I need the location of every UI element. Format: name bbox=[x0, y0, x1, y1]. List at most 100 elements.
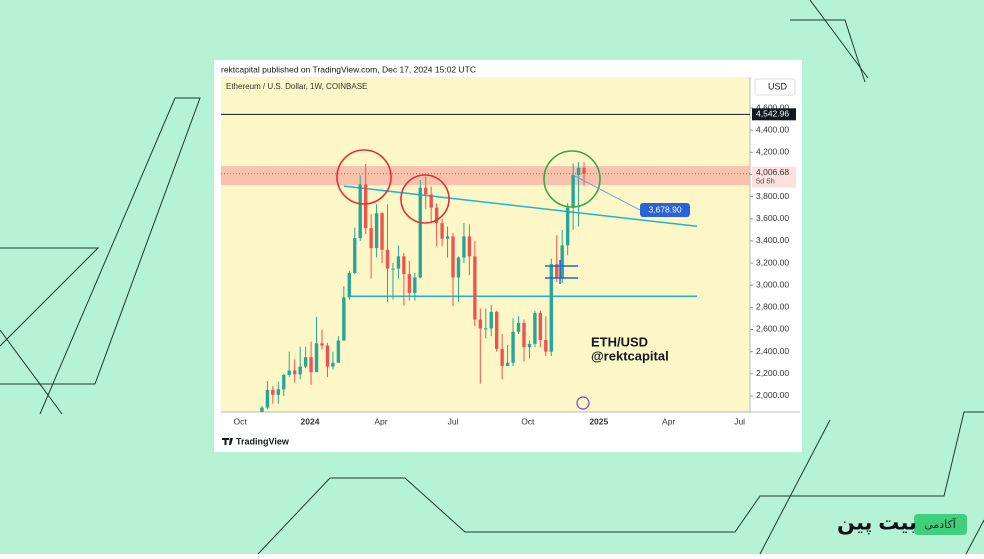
plot bbox=[221, 113, 750, 412]
candle-body bbox=[582, 167, 586, 174]
candle-body bbox=[282, 374, 286, 390]
candle-body bbox=[434, 207, 439, 224]
last-price-label: 4,006.68 bbox=[756, 167, 789, 177]
x-tick-label: Jul bbox=[448, 416, 459, 426]
y-tick-label: 2,200.00 bbox=[756, 368, 789, 378]
candle-body bbox=[544, 340, 548, 352]
hline-label-box bbox=[752, 108, 796, 121]
candle-body bbox=[478, 319, 483, 329]
last-price-box bbox=[752, 166, 796, 188]
candle-body bbox=[533, 312, 537, 344]
resistance-zone bbox=[221, 166, 750, 186]
candle-body bbox=[565, 207, 570, 246]
y-tick-label: 2,800.00 bbox=[756, 302, 789, 312]
candle-body bbox=[265, 389, 270, 408]
published: rektcapital published on TradingView.com… bbox=[221, 64, 476, 74]
candle-body bbox=[555, 264, 559, 278]
candle-body bbox=[484, 328, 488, 330]
callout-label: 3,678.90 bbox=[648, 204, 681, 214]
candle-body bbox=[391, 268, 395, 270]
candle-body bbox=[260, 407, 264, 412]
y-tick-label: 4,600.00 bbox=[756, 102, 789, 112]
candle-body bbox=[571, 175, 575, 208]
y-tick-label: 3,000.00 bbox=[756, 279, 789, 289]
footer-icon bbox=[222, 438, 233, 445]
watermark-icon bbox=[576, 396, 590, 410]
candle-body bbox=[494, 311, 499, 349]
candle-body bbox=[462, 236, 466, 258]
candle-body bbox=[429, 194, 433, 208]
candle-body bbox=[320, 343, 324, 346]
range-marks bbox=[545, 260, 578, 284]
currency: USD bbox=[768, 81, 788, 91]
x-tick-label: Apr bbox=[662, 416, 675, 426]
candle-body bbox=[505, 362, 510, 367]
y-tick-label: 2,400.00 bbox=[756, 346, 789, 356]
highlight-circles bbox=[336, 149, 601, 224]
candle-body bbox=[489, 311, 493, 329]
candle-body bbox=[380, 213, 384, 250]
candle-body bbox=[353, 238, 357, 274]
candle-body bbox=[325, 345, 330, 367]
candle-body bbox=[560, 245, 564, 278]
candle-body bbox=[309, 357, 313, 373]
candle-body bbox=[342, 297, 346, 341]
currency-box bbox=[754, 78, 796, 96]
candle-body bbox=[407, 274, 412, 293]
candle-body bbox=[413, 277, 417, 293]
candle-body bbox=[451, 236, 455, 278]
candle-body bbox=[522, 322, 526, 348]
candle-body bbox=[369, 228, 373, 249]
candle-body bbox=[347, 273, 351, 298]
candle-body bbox=[500, 348, 504, 367]
candle-body bbox=[402, 256, 406, 275]
callout-connector bbox=[572, 174, 641, 211]
candle-body bbox=[511, 331, 515, 363]
trendline bbox=[343, 185, 698, 228]
candle-body bbox=[538, 312, 543, 341]
candle-body bbox=[314, 343, 319, 373]
countdown: 5d 5h bbox=[756, 177, 775, 186]
brand-badge bbox=[914, 514, 967, 535]
y-tick-label: 3,800.00 bbox=[756, 191, 789, 201]
annotation: ETH/USD bbox=[591, 334, 648, 349]
candle-body bbox=[516, 322, 521, 332]
candle-body bbox=[424, 187, 428, 195]
x-tick-label: Oct bbox=[521, 416, 535, 426]
x-tick-label: Oct bbox=[233, 416, 247, 426]
candle-body bbox=[440, 223, 444, 239]
hline-label: 4,542.96 bbox=[756, 109, 789, 119]
y-tick-label: 3,400.00 bbox=[756, 235, 789, 245]
candle-body bbox=[336, 340, 341, 363]
candle-body bbox=[527, 343, 532, 348]
plot-area bbox=[221, 77, 750, 412]
candle-body bbox=[418, 187, 422, 278]
y-tick-label: 4,400.00 bbox=[756, 124, 789, 134]
candle-body bbox=[303, 357, 308, 367]
callout-box bbox=[640, 203, 690, 218]
y-tick-label: 3,200.00 bbox=[756, 257, 789, 267]
candle-body bbox=[287, 370, 291, 375]
candle-body bbox=[385, 249, 390, 269]
candle-body bbox=[358, 184, 362, 239]
candle-body bbox=[331, 362, 335, 367]
candle-body bbox=[396, 256, 401, 269]
y-tick-label: 2,600.00 bbox=[756, 324, 789, 334]
candle-body bbox=[445, 236, 450, 239]
brand-name: بیت پین bbox=[837, 512, 917, 535]
footer-logo: TradingView bbox=[236, 436, 290, 446]
brand-badge-text: آکادمی bbox=[924, 517, 957, 531]
candle-body bbox=[298, 366, 302, 375]
x-tick-label: 2025 bbox=[589, 416, 608, 426]
x-tick-label: Jul bbox=[734, 416, 745, 426]
y-tick-label: 4,200.00 bbox=[756, 147, 789, 157]
candle-body bbox=[293, 370, 297, 375]
candle-body bbox=[549, 264, 553, 352]
annotation: @rektcapital bbox=[591, 348, 669, 363]
x-tick-label: 2024 bbox=[301, 416, 320, 426]
symbol: Ethereum / U.S. Dollar, 1W, COINBASE bbox=[226, 82, 367, 91]
candle-body bbox=[276, 389, 281, 395]
candle-body bbox=[576, 167, 581, 176]
